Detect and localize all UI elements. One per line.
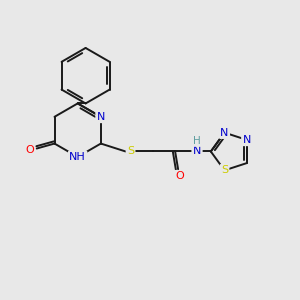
Text: O: O (176, 171, 184, 181)
Text: N: N (193, 146, 201, 157)
Text: O: O (26, 145, 34, 154)
Text: N: N (242, 135, 251, 145)
Text: S: S (127, 146, 134, 157)
Text: S: S (221, 165, 228, 175)
Text: N: N (220, 128, 229, 138)
Text: NH: NH (69, 152, 86, 162)
Text: N: N (97, 112, 105, 122)
Text: H: H (193, 136, 201, 146)
